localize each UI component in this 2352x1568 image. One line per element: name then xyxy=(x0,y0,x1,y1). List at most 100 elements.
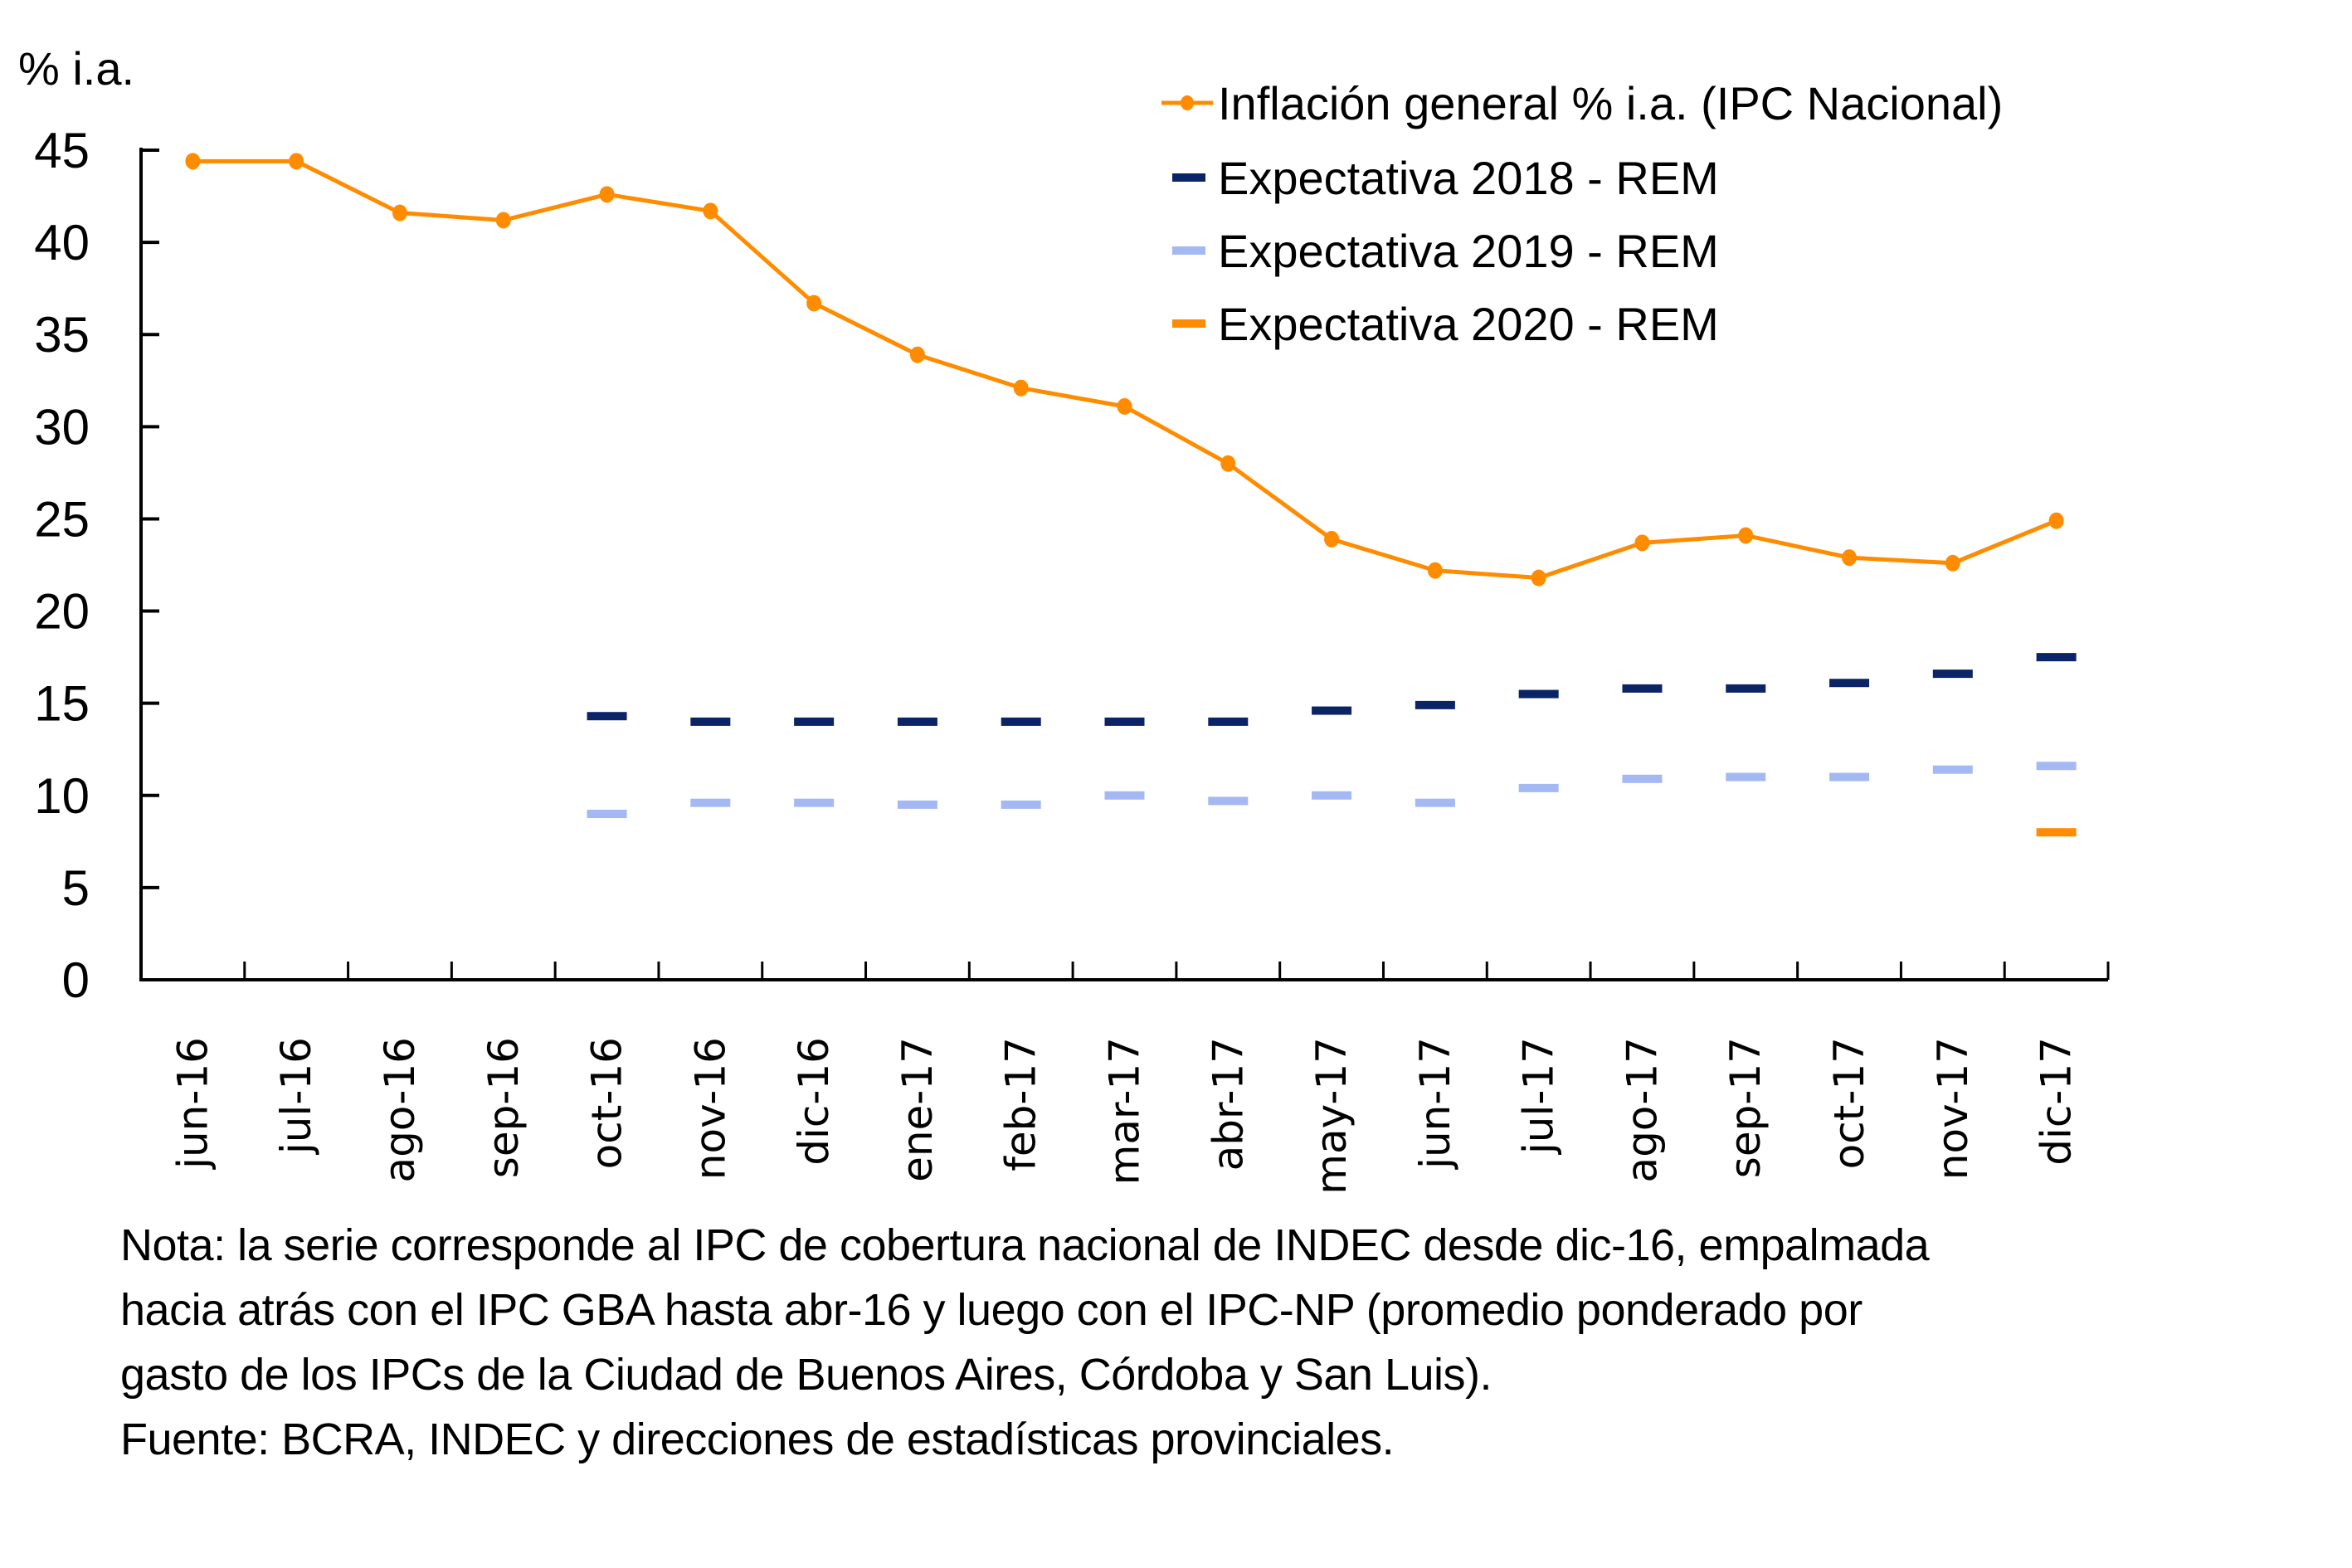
expectation-dash xyxy=(1518,783,1559,792)
expectation-dash xyxy=(1415,798,1455,807)
expectation-dash xyxy=(1104,791,1145,800)
y-tick-label: 45 xyxy=(34,123,90,178)
expectation-dash xyxy=(587,810,627,818)
expectation-dash xyxy=(794,798,835,807)
x-axis-ticks: jun-16 jul-16 ago-16 sep-16 oct-16 nov-16 dic-… xyxy=(168,962,2110,1195)
legend: Inflación general % i.a. (IPC Nacional) E… xyxy=(1161,77,2003,350)
legend-label: Inflación general % i.a. (IPC Nacional) xyxy=(1218,77,2003,129)
expectation-dash xyxy=(1726,772,1766,782)
y-tick-label: 35 xyxy=(34,307,90,363)
x-tick-label: jun-16 xyxy=(168,1037,217,1170)
inflation-point xyxy=(1427,562,1443,579)
footnote-line-fuente: Fuente: BCRA, INDEC y direcciones de est… xyxy=(120,1415,1395,1464)
expectation-dash xyxy=(1932,765,1973,774)
y-axis-unit-label: % i.a. xyxy=(18,42,134,95)
x-tick-label: nov-16 xyxy=(686,1037,734,1180)
legend-label: Expectativa 2020 - REM xyxy=(1218,298,1719,350)
x-tick-label: sep-17 xyxy=(1721,1037,1770,1178)
y-tick-label: 40 xyxy=(34,215,90,270)
expectation-dash xyxy=(1001,717,1041,726)
y-tick-label: 25 xyxy=(34,491,90,547)
x-tick-label: oct-17 xyxy=(1825,1037,1873,1169)
series-3 xyxy=(2036,828,2077,837)
expectation-dash xyxy=(2036,653,2077,662)
footnote-line-nota-1: Nota: la serie corresponde al IPC de cob… xyxy=(120,1220,1930,1270)
footnote: Nota: la serie corresponde al IPC de cob… xyxy=(120,1213,2277,1472)
expectation-dash xyxy=(1932,670,1973,679)
y-tick-label: 20 xyxy=(34,584,90,640)
y-tick-label: 0 xyxy=(62,952,90,1008)
expectation-dash xyxy=(897,717,937,726)
inflation-point xyxy=(1013,379,1029,397)
legend-item-2: Expectativa 2019 - REM xyxy=(1172,225,1719,277)
x-tick-label: feb-17 xyxy=(997,1037,1045,1171)
x-tick-label: jul-17 xyxy=(1515,1037,1563,1155)
expectation-dash xyxy=(1312,791,1352,800)
inflation-point xyxy=(1842,549,1858,567)
footnote-line-nota-3: gasto de los IPCs de la Ciudad de Buenos… xyxy=(120,1350,1493,1400)
legend-dash-icon xyxy=(1172,319,1205,328)
x-tick-label: jun-17 xyxy=(1411,1037,1459,1170)
expectation-dash xyxy=(587,712,627,721)
expectation-dash xyxy=(1622,774,1663,783)
expectation-dash xyxy=(1312,706,1352,715)
expectation-dash xyxy=(1829,772,1870,782)
expectation-dash xyxy=(1208,796,1249,806)
expectation-dash xyxy=(1415,700,1455,709)
y-axis-ticks: 0 5 10 15 20 25 30 35 40 45 xyxy=(34,123,159,1008)
expectation-dash xyxy=(897,800,937,809)
inflation-point xyxy=(599,186,615,203)
x-tick-label: ago-16 xyxy=(376,1037,424,1183)
expectation-dash xyxy=(2036,762,2077,771)
expectation-dash xyxy=(1104,717,1145,726)
inflation-point xyxy=(1220,455,1236,472)
series-1 xyxy=(587,653,2077,726)
legend-item-3: Expectativa 2020 - REM xyxy=(1172,298,1719,350)
x-tick-label: dic-17 xyxy=(2033,1037,2081,1166)
inflation-point xyxy=(2048,512,2064,529)
x-tick-label: sep-16 xyxy=(480,1037,528,1178)
expectation-dash xyxy=(1829,679,1870,688)
legend-dash-icon xyxy=(1172,173,1205,182)
expectation-dash xyxy=(2036,828,2077,837)
expectation-dash xyxy=(794,717,835,726)
x-tick-label: dic-16 xyxy=(790,1037,838,1166)
inflation-point xyxy=(1324,530,1340,548)
expectation-dash xyxy=(690,717,731,726)
inflation-point xyxy=(392,204,407,222)
y-tick-label: 15 xyxy=(34,676,90,732)
legend-label: Expectativa 2019 - REM xyxy=(1218,225,1719,277)
expectation-dash xyxy=(1726,684,1766,693)
series-layer xyxy=(185,153,2077,837)
y-tick-label: 30 xyxy=(34,399,90,455)
expectation-dash xyxy=(1208,717,1249,726)
inflation-point xyxy=(185,153,201,170)
x-tick-label: ene-17 xyxy=(894,1037,942,1182)
inflation-point xyxy=(289,153,304,170)
expectation-dash xyxy=(1001,800,1041,809)
legend-item-1: Expectativa 2018 - REM xyxy=(1172,152,1719,204)
inflation-point xyxy=(1738,527,1754,544)
footnote-line-nota-2: hacia atrás con el IPC GBA hasta abr-16 … xyxy=(120,1285,1863,1335)
expectation-dash xyxy=(1622,684,1663,693)
axes xyxy=(139,148,2108,981)
x-tick-label: ago-17 xyxy=(1618,1037,1666,1183)
series-2 xyxy=(587,762,2077,818)
x-tick-label: oct-16 xyxy=(583,1037,631,1169)
inflation-point xyxy=(1945,554,1960,572)
legend-dash-icon xyxy=(1172,246,1205,255)
y-tick-label: 10 xyxy=(34,768,90,824)
inflation-point xyxy=(909,346,925,363)
x-tick-label: mar-17 xyxy=(1101,1037,1149,1185)
y-tick-label: 5 xyxy=(62,860,90,916)
expectation-dash xyxy=(690,798,731,807)
inflation-point xyxy=(1531,569,1546,587)
x-tick-label: jul-16 xyxy=(272,1037,320,1155)
inflation-point xyxy=(1634,534,1650,552)
legend-point-icon xyxy=(1181,95,1194,110)
x-tick-label: nov-17 xyxy=(1929,1037,1977,1180)
inflation-line xyxy=(192,158,2057,581)
inflation-point xyxy=(495,212,511,229)
x-tick-label: abr-17 xyxy=(1204,1037,1252,1171)
